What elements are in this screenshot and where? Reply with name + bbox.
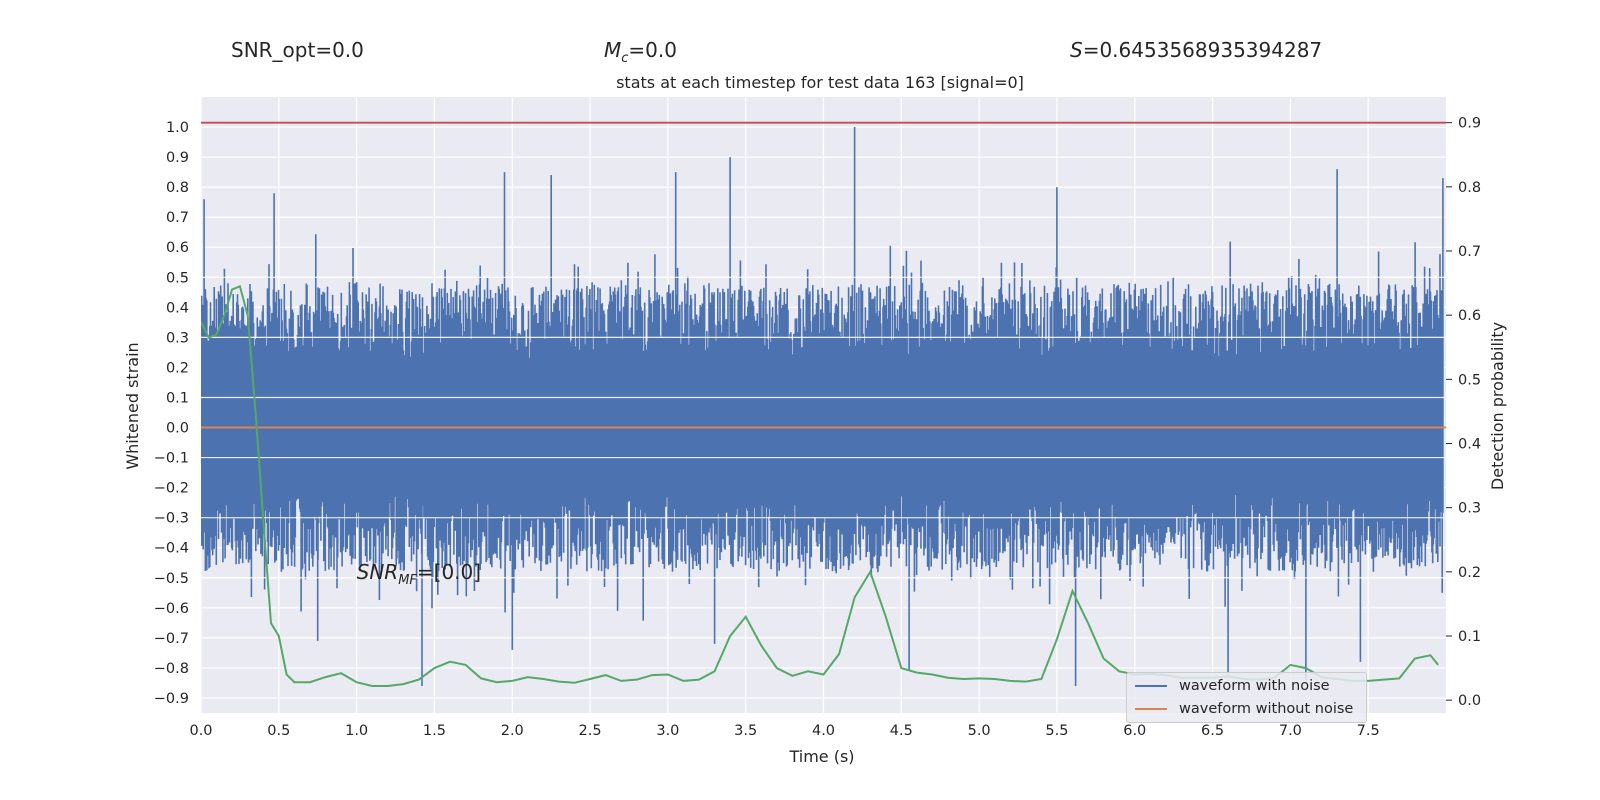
x-tick-label: 1.0 <box>345 723 368 739</box>
y-tick-label: 0.5 <box>166 270 189 286</box>
chirp-mass-value: =0.0 <box>628 38 677 62</box>
y-tick-label: −0.2 <box>154 481 189 497</box>
chirp-mass-symbol: M <box>604 38 622 62</box>
y2-axis-label: Detection probability <box>1488 322 1507 490</box>
snr-mf-value: =[0.0] <box>417 560 481 584</box>
legend-entry-noisy: waveform with noise <box>1135 676 1330 696</box>
legend-swatch-clean <box>1135 708 1167 710</box>
x-tick-label: 7.5 <box>1357 723 1380 739</box>
y-tick-label: 0.8 <box>166 180 189 196</box>
y2-tick-label: 0.8 <box>1458 180 1481 196</box>
y-tick-label: 0.4 <box>166 300 189 316</box>
y2-tick-label: 0.0 <box>1458 693 1481 709</box>
y-tick-label: −0.9 <box>154 691 189 707</box>
x-tick-label: 3.0 <box>656 723 679 739</box>
y-tick-label: 0.9 <box>166 150 189 166</box>
y2-tick-label: 0.7 <box>1458 244 1481 260</box>
y-tick-label: −0.3 <box>154 511 189 527</box>
x-tick-label: 2.0 <box>501 723 524 739</box>
y2-tick-label: 0.3 <box>1458 501 1481 517</box>
y-tick-label: 0.0 <box>166 421 189 437</box>
x-tick-label: 7.0 <box>1279 723 1302 739</box>
x-tick-label: 6.0 <box>1123 723 1146 739</box>
y2-tick-label: 0.1 <box>1458 629 1481 645</box>
x-tick-label: 6.5 <box>1201 723 1224 739</box>
chart-title: stats at each timestep for test data 163… <box>616 73 1024 92</box>
y-tick-label: −0.7 <box>154 631 189 647</box>
score-value: =0.6453568935394287 <box>1082 38 1323 62</box>
x-tick-label: 4.5 <box>890 723 913 739</box>
chirp-mass-label: Mc=0.0 <box>604 38 677 66</box>
x-tick-label: 0.5 <box>267 723 290 739</box>
y2-tick-label: 0.4 <box>1458 437 1481 453</box>
y-tick-label: −0.5 <box>154 571 189 587</box>
y2-tick-label: 0.6 <box>1458 308 1481 324</box>
x-tick-label: 5.5 <box>1045 723 1068 739</box>
y2-tick-label: 0.2 <box>1458 565 1481 581</box>
tick-layer: 0.0 0.5 1.0 1.5 2.0 2.5 3.0 3.5 4.0 4.5 5.0 5.5 6.0 6… <box>154 116 1481 739</box>
x-tick-label: 0.0 <box>189 723 212 739</box>
y-tick-label: 0.7 <box>166 210 189 226</box>
x-tick-label: 5.0 <box>968 723 991 739</box>
y2-tick-label: 0.5 <box>1458 372 1481 388</box>
x-tick-label: 3.5 <box>734 723 757 739</box>
score-symbol: S <box>1070 38 1083 62</box>
legend-label-clean: waveform without noise <box>1179 701 1354 717</box>
y-tick-label: −0.6 <box>154 601 189 617</box>
y-tick-label: −0.1 <box>154 451 189 467</box>
snr-mf-annotation: SNRMF=[0.0] <box>357 560 481 588</box>
score-label: S=0.6453568935394287 <box>1070 38 1322 62</box>
x-axis-label: Time (s) <box>788 747 854 766</box>
snr-mf-base: SNR <box>357 560 399 584</box>
legend-entry-clean: waveform without noise <box>1135 699 1353 719</box>
snr-mf-sub: MF <box>398 573 417 588</box>
y-tick-label: 0.1 <box>166 390 189 406</box>
y-tick-label: −0.4 <box>154 541 189 557</box>
chirp-mass-subscript: c <box>621 51 629 66</box>
snr-opt-label: SNR_opt=0.0 <box>231 38 364 62</box>
legend-label-noisy: waveform with noise <box>1179 678 1330 694</box>
legend: waveform with noise waveform without noi… <box>1126 672 1367 723</box>
y-tick-label: 0.6 <box>166 240 189 256</box>
y2-tick-label: 0.9 <box>1458 116 1481 132</box>
legend-swatch-noisy <box>1135 685 1167 687</box>
x-tick-label: 4.0 <box>812 723 835 739</box>
y-tick-label: 1.0 <box>166 120 189 136</box>
x-tick-label: 2.5 <box>579 723 602 739</box>
y-tick-label: −0.8 <box>154 661 189 677</box>
series-layer <box>201 121 1446 687</box>
y-tick-label: 0.2 <box>166 360 189 376</box>
y-tick-label: 0.3 <box>166 330 189 346</box>
x-tick-label: 1.5 <box>423 723 446 739</box>
y-axis-label: Whitened strain <box>123 342 142 469</box>
